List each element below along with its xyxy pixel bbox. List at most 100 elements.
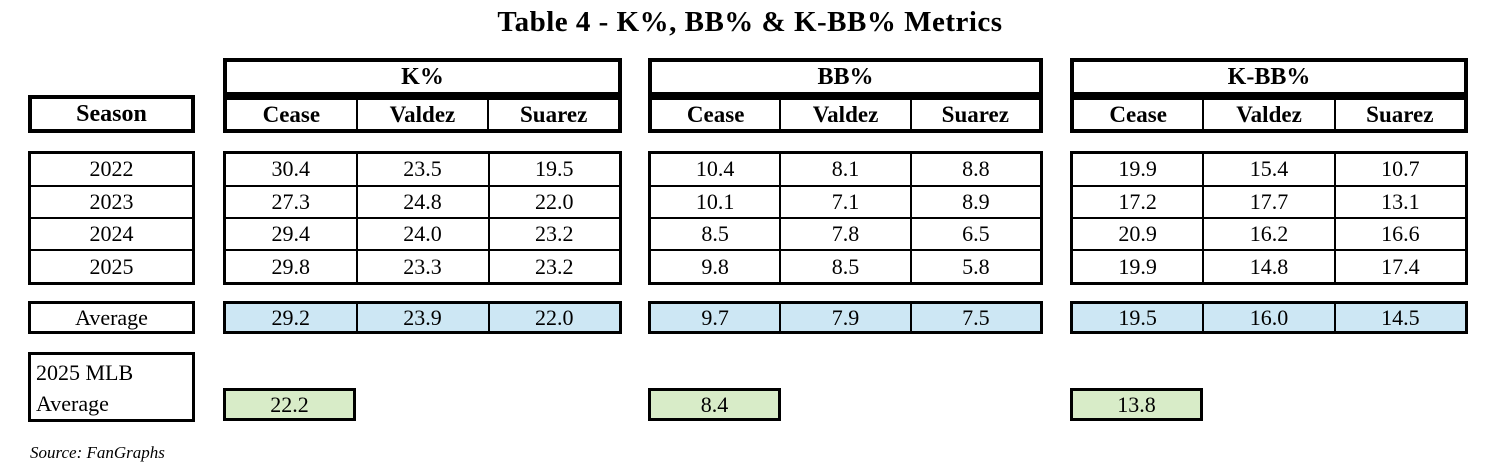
average-cell: 14.5 — [1333, 301, 1468, 334]
season-years-table: 2022 2023 2024 2025 — [28, 151, 195, 285]
season-cell: 2024 — [28, 216, 195, 252]
average-row: 9.7 7.9 7.5 — [648, 301, 1043, 334]
table-row: 20.9 16.2 16.6 — [1070, 216, 1468, 252]
season-cell: 2022 — [28, 151, 195, 187]
metric-header-k-pct: K% — [223, 58, 622, 96]
column-header: Suarez — [909, 97, 1043, 132]
average-cell: 22.0 — [487, 301, 622, 334]
average-cell: 23.9 — [355, 301, 490, 334]
season-cell: 2023 — [28, 184, 195, 219]
average-row: 29.2 23.9 22.0 — [223, 301, 622, 334]
data-grid: 19.9 15.4 10.7 17.2 17.7 13.1 20.9 16.2 … — [1070, 151, 1468, 285]
data-grid: 30.4 23.5 19.5 27.3 24.8 22.0 29.4 24.0 … — [223, 151, 622, 285]
metric-header-k-minus-bb-pct: K-BB% — [1070, 58, 1468, 96]
average-row-label: Average — [28, 301, 195, 334]
metric-header-bb-pct: BB% — [648, 58, 1043, 96]
column-header: Suarez — [1333, 97, 1468, 132]
table-cell: 8.1 — [779, 151, 912, 187]
pitcher-header-row: Cease Valdez Suarez — [648, 96, 1043, 133]
table-cell: 23.5 — [355, 151, 490, 187]
table-cell: 30.4 — [223, 151, 358, 187]
table-cell: 29.8 — [223, 249, 358, 285]
table-cell: 17.2 — [1070, 184, 1205, 219]
table-cell: 20.9 — [1070, 216, 1205, 252]
column-header: Cease — [648, 97, 782, 132]
table-cell: 10.1 — [648, 184, 782, 219]
season-cell: 2025 — [28, 249, 195, 285]
table-row: 29.2 23.9 22.0 — [223, 301, 622, 334]
table-cell: 10.7 — [1333, 151, 1468, 187]
table-cell: 24.8 — [355, 184, 490, 219]
table-row: Cease Valdez Suarez — [1070, 97, 1468, 132]
table-cell: 24.0 — [355, 216, 490, 252]
table-cell: 7.8 — [779, 216, 912, 252]
average-row: 19.5 16.0 14.5 — [1070, 301, 1468, 334]
table-row: 8.5 7.8 6.5 — [648, 216, 1043, 252]
average-cell: 9.7 — [648, 301, 782, 334]
table-row: Cease Valdez Suarez — [224, 97, 621, 132]
table-row: 2025 — [28, 249, 195, 285]
mlb-average-row-label: 2025 MLB Average — [28, 352, 195, 422]
table-cell: 8.5 — [648, 216, 782, 252]
table-cell: 23.2 — [487, 216, 622, 252]
metric-table-bb-pct: BB% Cease Valdez Suarez 10.4 8.1 8.8 10.… — [648, 0, 1043, 475]
table-cell: 10.4 — [648, 151, 782, 187]
pitcher-header-row: Cease Valdez Suarez — [223, 96, 622, 133]
source-note: Source: FanGraphs — [30, 443, 165, 462]
data-grid: 10.4 8.1 8.8 10.1 7.1 8.9 8.5 7.8 6.5 9.… — [648, 151, 1043, 285]
table-row: 19.5 16.0 14.5 — [1070, 301, 1468, 334]
table-cell: 16.6 — [1333, 216, 1468, 252]
figure-title: Table 4 - K%, BB% & K-BB% Metrics — [497, 6, 1003, 38]
mlb-average-cell: 22.2 — [223, 388, 356, 421]
mlb-average-cell: 8.4 — [648, 388, 781, 421]
table-row: 9.7 7.9 7.5 — [648, 301, 1043, 334]
table-cell: 14.8 — [1202, 249, 1336, 285]
table-cell: 27.3 — [223, 184, 358, 219]
metric-table-k-minus-bb-pct: K-BB% Cease Valdez Suarez 19.9 15.4 10.7… — [1070, 0, 1468, 475]
table-row: 29.8 23.3 23.2 — [223, 249, 622, 285]
mlb-average-label-line2: Average — [36, 391, 109, 416]
table-cell: 9.8 — [648, 249, 782, 285]
column-header: Valdez — [779, 97, 912, 132]
table-cell: 17.7 — [1202, 184, 1336, 219]
column-header: Cease — [224, 97, 358, 132]
table-cell: 17.4 — [1333, 249, 1468, 285]
table-cell: 19.9 — [1070, 151, 1205, 187]
table-cell: 5.8 — [909, 249, 1043, 285]
average-cell: 7.5 — [909, 301, 1043, 334]
table-row: 19.9 15.4 10.7 — [1070, 151, 1468, 187]
table-row: 19.9 14.8 17.4 — [1070, 249, 1468, 285]
mlb-average-cell: 13.8 — [1070, 388, 1203, 421]
metric-table-k-pct: K% Cease Valdez Suarez 30.4 23.5 19.5 27… — [223, 0, 622, 475]
average-cell: 19.5 — [1070, 301, 1205, 334]
table-row: 10.1 7.1 8.9 — [648, 184, 1043, 219]
table-cell: 29.4 — [223, 216, 358, 252]
mlb-average-label-line1: 2025 MLB — [36, 360, 134, 385]
table-cell: 22.0 — [487, 184, 622, 219]
pitcher-header-row: Cease Valdez Suarez — [1070, 96, 1468, 133]
table-row: 9.8 8.5 5.8 — [648, 249, 1043, 285]
season-column-header: Season — [28, 95, 195, 133]
table-cell: 8.9 — [909, 184, 1043, 219]
table-row: 2023 — [28, 184, 195, 219]
average-cell: 7.9 — [779, 301, 912, 334]
column-header: Valdez — [355, 97, 490, 132]
table-row: 2024 — [28, 216, 195, 252]
column-header: Suarez — [487, 97, 621, 132]
column-header: Valdez — [1202, 97, 1336, 132]
table-cell: 13.1 — [1333, 184, 1468, 219]
table-cell: 19.5 — [487, 151, 622, 187]
table-cell: 8.5 — [779, 249, 912, 285]
season-column: Season 2022 2023 2024 2025 Average 2025 … — [28, 0, 195, 475]
table-cell: 7.1 — [779, 184, 912, 219]
table-row: 10.4 8.1 8.8 — [648, 151, 1043, 187]
average-cell: 16.0 — [1202, 301, 1336, 334]
table-cell: 8.8 — [909, 151, 1043, 187]
table-row: 17.2 17.7 13.1 — [1070, 184, 1468, 219]
table-row: 30.4 23.5 19.5 — [223, 151, 622, 187]
table-row: 29.4 24.0 23.2 — [223, 216, 622, 252]
column-header: Cease — [1070, 97, 1205, 132]
table-cell: 16.2 — [1202, 216, 1336, 252]
table-cell: 19.9 — [1070, 249, 1205, 285]
